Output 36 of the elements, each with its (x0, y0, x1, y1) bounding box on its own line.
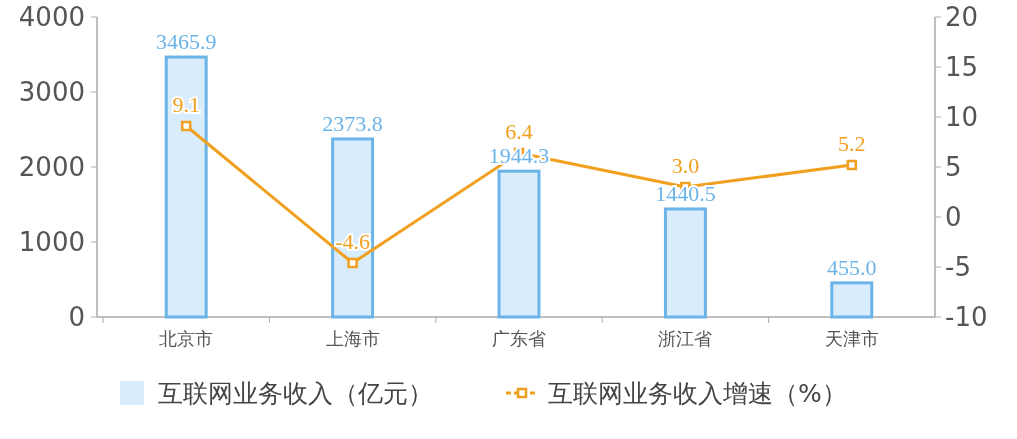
y2-tick-label: 0 (945, 202, 962, 233)
y-tick-label: 3000 (18, 77, 85, 108)
data-label: 1440.5 (655, 180, 716, 206)
bar (497, 169, 541, 319)
x-tick-label: 广东省 (492, 328, 546, 349)
y2-tick-label: 20 (945, 2, 979, 33)
data-label: 3.0 (671, 153, 700, 178)
y-tick-label: 4000 (18, 2, 85, 33)
y2-tick-label: -10 (945, 302, 988, 333)
bar (164, 55, 208, 319)
y2-tick-label: 10 (945, 102, 979, 133)
data-label: 6.4 (505, 119, 533, 144)
y-tick-label: 2000 (18, 152, 85, 183)
x-tick-label: 北京市 (159, 328, 214, 349)
bar (663, 207, 707, 319)
x-tick-label: 浙江省 (658, 328, 713, 349)
x-tick-label: 天津市 (824, 328, 879, 349)
data-label: 2373.8 (322, 110, 383, 136)
y2-tick-label: 5 (945, 152, 962, 183)
data-label: 9.1 (172, 92, 200, 117)
y-tick-label: 1000 (18, 227, 85, 258)
y2-tick-label: 15 (945, 52, 979, 83)
bar (331, 137, 375, 319)
data-label: 3465.9 (155, 29, 217, 55)
point (347, 257, 358, 269)
bar (830, 281, 874, 319)
point (180, 120, 192, 132)
y2-tick-label: -5 (945, 252, 971, 283)
legend-label: 互联网业务收入增速（%） (548, 379, 847, 408)
data-label: -4.6 (335, 229, 371, 254)
legend-label: 互联网业务收入（亿元） (158, 379, 433, 408)
point (846, 159, 858, 171)
data-label: 455.0 (827, 254, 877, 280)
y-tick-label: 0 (68, 302, 85, 333)
data-label: 5.2 (838, 131, 866, 156)
x-tick-label: 上海市 (325, 328, 380, 349)
